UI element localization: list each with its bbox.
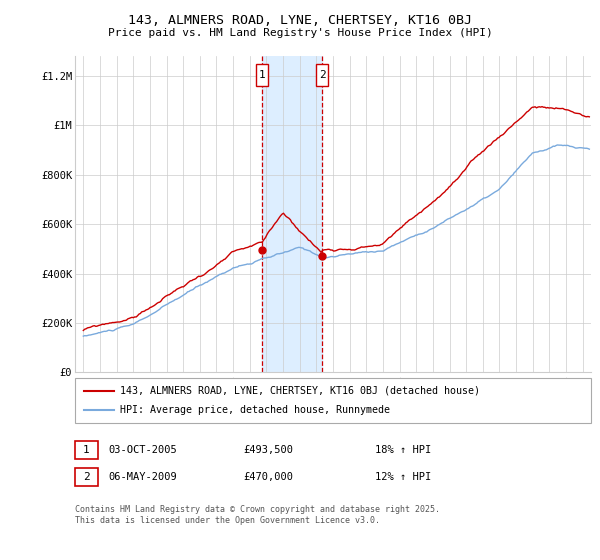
Text: 12% ↑ HPI: 12% ↑ HPI xyxy=(375,472,431,482)
Text: 18% ↑ HPI: 18% ↑ HPI xyxy=(375,445,431,455)
FancyBboxPatch shape xyxy=(256,64,268,86)
Text: £470,000: £470,000 xyxy=(243,472,293,482)
FancyBboxPatch shape xyxy=(316,64,328,86)
Text: 2: 2 xyxy=(319,70,326,80)
Text: Contains HM Land Registry data © Crown copyright and database right 2025.
This d: Contains HM Land Registry data © Crown c… xyxy=(75,505,440,525)
Text: Price paid vs. HM Land Registry's House Price Index (HPI): Price paid vs. HM Land Registry's House … xyxy=(107,28,493,38)
Bar xyxy=(262,56,322,372)
Text: 1: 1 xyxy=(259,70,266,80)
Text: £493,500: £493,500 xyxy=(243,445,293,455)
Text: 143, ALMNERS ROAD, LYNE, CHERTSEY, KT16 0BJ (detached house): 143, ALMNERS ROAD, LYNE, CHERTSEY, KT16 … xyxy=(120,385,480,395)
Text: HPI: Average price, detached house, Runnymede: HPI: Average price, detached house, Runn… xyxy=(120,405,390,416)
Text: 143, ALMNERS ROAD, LYNE, CHERTSEY, KT16 0BJ: 143, ALMNERS ROAD, LYNE, CHERTSEY, KT16 … xyxy=(128,14,472,27)
Text: 06-MAY-2009: 06-MAY-2009 xyxy=(109,472,178,482)
Text: 03-OCT-2005: 03-OCT-2005 xyxy=(109,445,178,455)
Text: 1: 1 xyxy=(83,445,90,455)
Text: 2: 2 xyxy=(83,472,90,482)
